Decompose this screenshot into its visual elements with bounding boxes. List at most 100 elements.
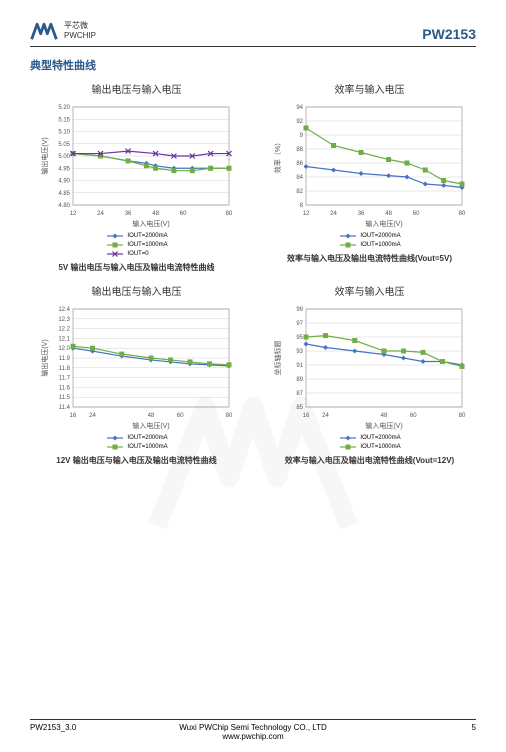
svg-text:效率（%）: 效率（%） (273, 139, 282, 173)
svg-text:输入电压(V): 输入电压(V) (365, 219, 402, 228)
chart-svg: 88284868899294122436486080效率（%）输入电压(V) (270, 99, 470, 229)
legend-item: IOUT=1000mA (105, 443, 167, 451)
legend-label: IOUT=1000mA (360, 444, 400, 450)
svg-text:48: 48 (152, 211, 159, 217)
svg-text:输入电压(V): 输入电压(V) (132, 421, 169, 430)
svg-text:60: 60 (409, 413, 416, 419)
charts-grid: 输出电压与输入电压 4.804.854.904.955.005.055.105.… (30, 81, 476, 466)
svg-text:输出电压(V): 输出电压(V) (40, 339, 49, 376)
svg-text:24: 24 (97, 211, 104, 217)
legend-item: IOUT=2000mA (105, 232, 167, 240)
chart-legend: IOUT=2000mA IOUT=1000mA IOUT=0 (105, 232, 167, 258)
chart-block: 效率与输入电压 85878991939597991624486080坐标轴标题输… (263, 283, 476, 466)
svg-text:80: 80 (225, 413, 232, 419)
chart-block: 输出电压与输入电压 11.411.511.611.711.811.912.012… (30, 283, 243, 466)
chart-legend: IOUT=2000mA IOUT=1000mA (338, 434, 400, 451)
legend-item: IOUT=1000mA (338, 241, 400, 249)
legend-label: IOUT=2000mA (360, 435, 400, 441)
svg-text:输出电压(V): 输出电压(V) (40, 137, 49, 174)
svg-text:12.0: 12.0 (58, 346, 70, 352)
svg-text:36: 36 (124, 211, 131, 217)
legend-label: IOUT=1000mA (127, 242, 167, 248)
svg-text:11.6: 11.6 (58, 385, 70, 391)
svg-text:48: 48 (147, 413, 154, 419)
svg-text:4.80: 4.80 (58, 203, 70, 209)
svg-text:87: 87 (296, 391, 303, 397)
svg-text:5.05: 5.05 (58, 142, 70, 148)
section-title: 典型特性曲线 (30, 57, 476, 73)
logo-text-cn: 平芯微 (64, 21, 96, 31)
logo-icon (30, 20, 58, 42)
svg-text:12.3: 12.3 (58, 317, 70, 323)
svg-text:89: 89 (296, 377, 303, 383)
legend-item: IOUT=0 (105, 250, 148, 258)
svg-text:97: 97 (296, 321, 303, 327)
chart-svg: 11.411.511.611.711.811.912.012.112.212.3… (37, 301, 237, 431)
footer-page: 5 (472, 723, 476, 732)
svg-text:60: 60 (179, 211, 186, 217)
svg-text:11.9: 11.9 (58, 356, 70, 362)
svg-text:5.20: 5.20 (58, 105, 70, 111)
svg-text:8: 8 (299, 203, 303, 209)
svg-text:48: 48 (380, 413, 387, 419)
chart-caption: 5V 输出电压与输入电压及输出电流特性曲线 (58, 262, 214, 273)
svg-text:12: 12 (302, 211, 309, 217)
svg-text:48: 48 (385, 211, 392, 217)
svg-text:16: 16 (69, 413, 76, 419)
svg-text:93: 93 (296, 349, 303, 355)
chart-title: 输出电压与输入电压 (92, 81, 182, 96)
chart-caption: 效率与输入电压及输出电流特性曲线(Vout=5V) (287, 253, 452, 264)
svg-text:5.15: 5.15 (58, 117, 70, 123)
svg-text:输入电压(V): 输入电压(V) (132, 219, 169, 228)
legend-label: IOUT=2000mA (360, 233, 400, 239)
svg-text:4.85: 4.85 (58, 191, 70, 197)
svg-text:91: 91 (296, 363, 303, 369)
svg-text:坐标轴标题: 坐标轴标题 (273, 341, 282, 376)
page-header: 平芯微 PWCHIP PW2153 (30, 20, 476, 47)
legend-label: IOUT=2000mA (127, 233, 167, 239)
legend-label: IOUT=1000mA (127, 444, 167, 450)
legend-item: IOUT=2000mA (105, 434, 167, 442)
footer-company: Wuxi PWChip Semi Technology CO., LTD (179, 723, 327, 732)
legend-item: IOUT=2000mA (338, 434, 400, 442)
svg-text:82: 82 (296, 189, 303, 195)
legend-item: IOUT=1000mA (105, 241, 167, 249)
svg-text:24: 24 (330, 211, 337, 217)
chart-svg: 85878991939597991624486080坐标轴标题输入电压(V) (270, 301, 470, 431)
legend-item: IOUT=1000mA (338, 443, 400, 451)
svg-text:80: 80 (458, 413, 465, 419)
svg-text:24: 24 (89, 413, 96, 419)
legend-label: IOUT=1000mA (360, 242, 400, 248)
chart-title: 效率与输入电压 (335, 283, 405, 298)
svg-text:86: 86 (296, 161, 303, 167)
svg-text:36: 36 (357, 211, 364, 217)
svg-text:11.8: 11.8 (58, 366, 70, 372)
svg-text:12.4: 12.4 (58, 307, 70, 313)
part-number: PW2153 (422, 26, 476, 42)
svg-text:94: 94 (296, 105, 303, 111)
chart-block: 效率与输入电压 88284868899294122436486080效率（%）输… (263, 81, 476, 273)
svg-text:60: 60 (176, 413, 183, 419)
chart-caption: 效率与输入电压及输出电流特性曲线(Vout=12V) (285, 455, 454, 466)
chart-title: 效率与输入电压 (335, 81, 405, 96)
svg-text:4.95: 4.95 (58, 166, 70, 172)
svg-text:84: 84 (296, 175, 303, 181)
legend-label: IOUT=2000mA (127, 435, 167, 441)
svg-text:88: 88 (296, 147, 303, 153)
logo-text-en: PWCHIP (64, 31, 96, 41)
chart-svg: 4.804.854.904.955.005.055.105.155.201224… (37, 99, 237, 229)
chart-legend: IOUT=2000mA IOUT=1000mA (338, 232, 400, 249)
svg-text:80: 80 (458, 211, 465, 217)
svg-text:80: 80 (225, 211, 232, 217)
footer-url: www.pwchip.com (222, 732, 283, 741)
chart-block: 输出电压与输入电压 4.804.854.904.955.005.055.105.… (30, 81, 243, 273)
svg-text:12.1: 12.1 (58, 336, 70, 342)
svg-text:5.00: 5.00 (58, 154, 70, 160)
svg-text:输入电压(V): 输入电压(V) (365, 421, 402, 430)
footer-left: PW2153_3.0 (30, 723, 76, 732)
svg-text:11.5: 11.5 (58, 395, 70, 401)
svg-text:99: 99 (296, 307, 303, 313)
legend-item: IOUT=2000mA (338, 232, 400, 240)
svg-text:85: 85 (296, 405, 303, 411)
page-footer: PW2153_3.0 Wuxi PWChip Semi Technology C… (30, 719, 476, 732)
